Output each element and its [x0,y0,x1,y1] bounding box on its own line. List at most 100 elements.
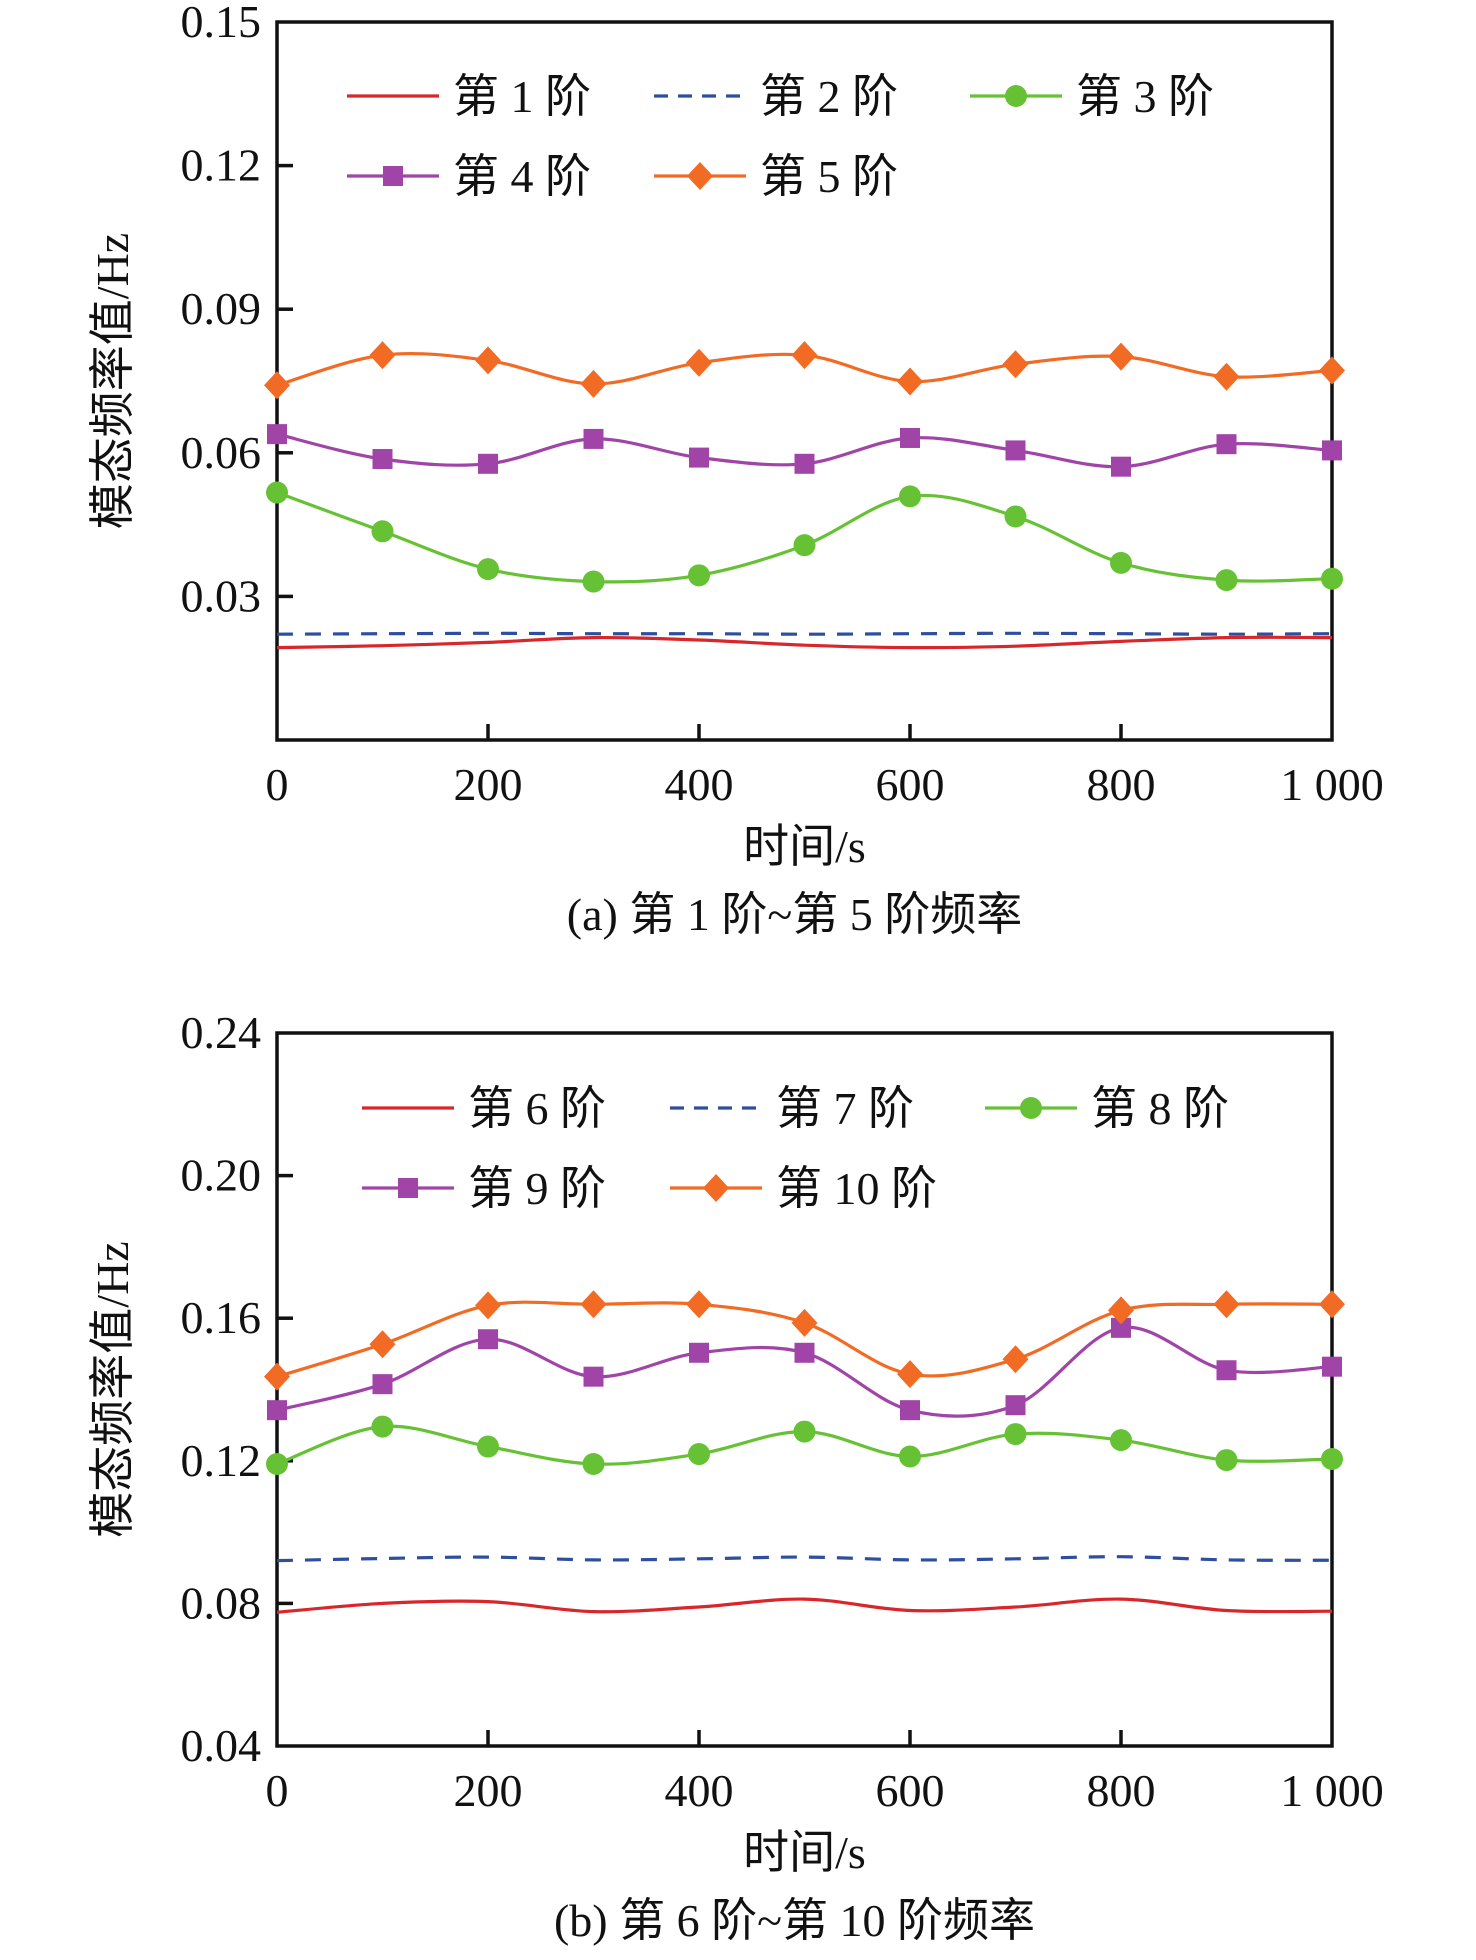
x-tick-label: 1 000 [1280,1765,1384,1816]
x-tick-label: 0 [266,1765,289,1816]
data-point-circle [1004,1423,1027,1446]
data-point-diamond [791,341,818,370]
data-point-circle [1004,505,1027,528]
legend-item: 第 9 阶 [362,1163,606,1214]
data-point-square [689,447,709,468]
data-point-circle [688,1443,710,1466]
data-point-square [267,424,287,445]
chart-panel-b: 0.04 0.08 0.12 0.16 0.20 0.24 0 200 400 600 800 1 0… [87,1007,1384,1946]
data-point-circle [266,481,288,504]
data-point-square [689,1342,709,1363]
figure-caption: (b) 第 6 阶~第 10 阶频率 [554,1895,1035,1946]
data-point-circle [1215,1449,1238,1472]
data-point-circle [899,485,921,508]
data-point-circle [688,564,710,587]
series-3 [266,1415,1343,1476]
data-point-circle [371,1415,394,1438]
y-tick-label: 0.04 [181,1720,262,1771]
figure-caption: (a) 第 1 阶~第 5 阶频率 [567,889,1022,940]
series-2 [276,631,1333,636]
series-1 [276,1597,1333,1614]
x-axis-title: 时间/s [743,1827,866,1878]
data-point-circle [1110,1429,1132,1452]
data-point-square [583,1366,604,1387]
data-point-square [1111,1317,1131,1338]
legend-item: 第 1 阶 [347,71,591,122]
data-point-diamond [475,346,501,375]
data-point-square [372,1374,393,1395]
data-point-diamond [897,367,923,396]
x-tick-label: 400 [665,1765,734,1816]
series-2 [276,1555,1333,1563]
legend: 第 1 阶 第 2 阶 第 3 阶第 4 阶 第 5 阶 [347,71,1214,202]
data-point-square [1216,1360,1237,1381]
data-point-circle [371,520,394,543]
y-tick-label: 0.06 [181,427,262,478]
y-tick-label: 0.03 [181,570,262,621]
legend-item: 第 2 阶 [654,71,898,122]
legend-label: 第 3 阶 [1076,71,1214,122]
data-point-square [478,1329,498,1350]
legend: 第 6 阶 第 7 阶 第 8 阶第 9 阶 第 10 阶 [362,1083,1229,1214]
data-point-diamond [897,1360,923,1389]
data-point-square [1111,456,1131,477]
series-line [276,1597,1333,1614]
series-line [276,1325,1333,1418]
legend-item: 第 4 阶 [347,151,591,202]
legend-item: 第 8 阶 [985,1083,1229,1134]
data-point-square [1216,434,1237,455]
data-point-diamond [475,1291,501,1320]
data-point-diamond [369,341,396,370]
data-point-square [1005,1395,1026,1416]
data-point-circle [793,1420,816,1443]
legend-marker-square [398,1178,418,1198]
y-tick-label: 0.24 [181,1007,262,1058]
x-tick-label: 200 [454,759,523,810]
legend-label: 第 9 阶 [468,1163,606,1214]
data-point-circle [1110,551,1132,574]
data-point-square [1322,440,1342,461]
legend-marker-diamond [687,162,713,190]
data-point-diamond [791,1308,818,1337]
legend-marker-circle [1020,1097,1042,1119]
legend-label: 第 5 阶 [760,151,898,202]
legend-item: 第 6 阶 [362,1083,606,1134]
x-tick-label: 600 [876,759,945,810]
y-tick-label: 0.16 [181,1292,262,1343]
x-tick-label: 1 000 [1280,759,1384,810]
data-point-diamond [1108,1296,1134,1325]
data-point-square [372,449,393,470]
y-tick-label: 0.15 [181,0,262,47]
data-point-diamond [1108,342,1134,371]
series-5 [264,341,1345,400]
data-point-circle [899,1445,921,1468]
legend-label: 第 1 阶 [453,71,591,122]
plot-frame [275,1031,1334,1748]
y-tick-label: 0.08 [181,1577,262,1628]
legend-item: 第 7 阶 [670,1083,914,1134]
x-axis-title: 时间/s [743,821,866,872]
data-point-diamond [580,369,607,398]
data-point-diamond [1213,1290,1240,1319]
data-point-diamond [686,1290,712,1319]
series-line [276,635,1333,650]
data-point-square [583,428,604,449]
x-tick-label: 800 [1087,759,1156,810]
data-point-square [794,453,815,474]
plot-frame [275,20,1334,742]
data-point-diamond [1213,362,1240,391]
chart-panel-a: 0.03 0.06 0.09 0.12 0.15 0 200 400 600 800 1 000 时间… [87,0,1384,940]
data-point-circle [582,1453,605,1476]
series-4 [267,424,1342,477]
legend-item: 第 3 阶 [970,71,1214,122]
series-line [276,631,1333,636]
series-1 [276,635,1333,650]
legend-marker-diamond [703,1174,729,1202]
series-5 [264,1290,1345,1391]
data-point-circle [1321,1448,1343,1471]
data-point-square [1005,440,1026,461]
data-point-square [1322,1356,1342,1377]
y-tick-label: 0.12 [181,1435,262,1486]
series-3 [266,481,1343,593]
data-point-circle [1215,569,1238,592]
